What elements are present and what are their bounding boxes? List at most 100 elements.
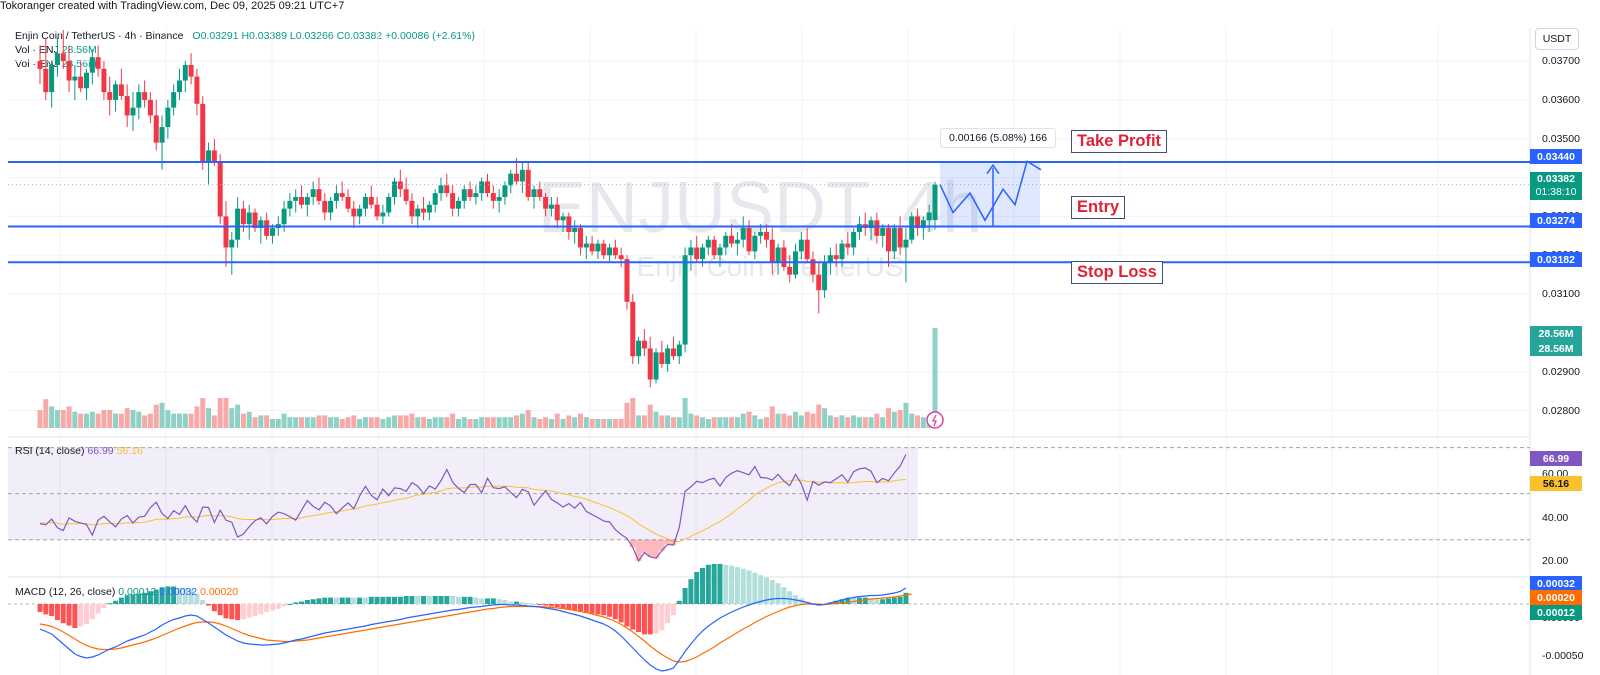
volume-bar [729,417,735,428]
candle-body [362,196,368,209]
volume-bar [554,413,560,428]
macd-histogram-bar [43,604,49,615]
candle-body [641,340,647,349]
macd-histogram-bar [252,604,258,616]
volume-bar [333,417,339,428]
stop-loss-label[interactable]: Stop Loss [1071,261,1163,284]
volume-legend-value: 28.56M [61,44,97,56]
candle-body [903,239,909,248]
volume-legend-1[interactable]: Vol · ENJ 28.56M [15,44,97,56]
volume-bar [66,406,72,428]
volume-bar [328,417,334,428]
macd-histogram-bar [159,587,165,604]
volume-bar [316,415,322,428]
macd-histogram-bar [176,588,182,604]
candle-body [624,259,630,302]
volume-bar [264,415,270,428]
volume-bar [269,419,275,428]
candle-body [293,196,299,201]
candle-body [37,61,43,69]
candle-body [670,348,676,357]
rsi-legend[interactable]: RSI (14, close) 66.99 56.16 [15,445,143,457]
candle-body [485,181,490,194]
macd-histogram-bar [333,597,339,604]
candle-body [694,247,700,260]
volume-bar [775,413,781,428]
countdown-value: 01:38:10 [1535,186,1577,198]
volume-bar [159,402,165,428]
candle-body [194,76,200,104]
take-profit-label[interactable]: Take Profit [1071,130,1168,153]
candle-body [409,200,415,217]
candle-body [630,301,636,357]
candle-body [450,193,456,209]
macd-histogram-bar [269,604,275,611]
volume-bar [525,410,531,428]
volume-bar [124,408,130,428]
candle-body [915,216,921,229]
volume-bar [386,417,392,428]
volume-bar [455,419,461,428]
candle-body [827,255,833,264]
volume-bar [589,419,595,428]
volume-bar [566,415,572,428]
candle-body [822,263,828,291]
candle-body [49,64,55,93]
symbol-legend[interactable]: Enjin Coin / TetherUS · 4h · Binance O0.… [15,30,475,42]
volume-bar [856,417,862,428]
volume-bar [496,417,502,428]
volume-bar [147,413,153,428]
volume-bar [862,417,868,428]
candle-body [415,208,421,217]
candle-body [473,193,479,197]
volume-bar [206,408,212,428]
candle-body [438,185,444,194]
entry-label[interactable]: Entry [1071,196,1126,219]
macd-histogram-bar [281,604,287,607]
macd-histogram-bar [514,601,520,604]
candle-body [328,200,334,213]
watermark-ticker: ENJUSDT, 4h [538,168,982,248]
candle-body [339,193,345,197]
volume-bar [310,417,316,428]
volume-bar [176,413,182,428]
macd-histogram-bar [54,604,60,620]
volume-tag: 28.56M [1530,326,1582,341]
volume-bar [211,415,217,428]
candle-body [159,127,165,143]
macd-histogram-bar [758,575,764,604]
candle-body [176,80,182,93]
volume-bar [676,417,682,428]
candle-body [833,255,839,260]
macd-histogram-bar [60,604,66,624]
macd-histogram-bar [438,596,444,604]
volume-bar [903,402,909,428]
candle-body [810,259,816,275]
volume-bar [322,415,328,428]
macd-histogram-bar [548,604,554,607]
candle-body [403,189,409,201]
macd-histogram-bar [275,604,281,609]
volume-bar [734,417,740,428]
candle-body [891,228,897,252]
macd-legend[interactable]: MACD (12, 26, close) 0.00012 0.00032 0.0… [15,586,238,598]
macd-histogram-bar [392,596,398,604]
volume-bar [659,415,665,428]
macd-histogram-bar [729,565,735,604]
volume-bar [833,417,839,428]
volume-bar [519,413,525,428]
volume-bar [653,411,659,428]
macd-histogram-bar [345,597,351,604]
currency-button[interactable]: USDT [1535,28,1579,50]
candle-body [583,243,589,248]
volume-bar [275,419,281,428]
candle-body [374,204,380,217]
candle-body [729,235,735,244]
macd-histogram-bar [601,604,607,616]
rsi-axis-label: 20.00 [1542,555,1569,567]
candle-body [752,235,758,252]
candle-body [595,243,601,252]
price-axis-label: 0.03500 [1542,132,1580,145]
volume-bar [368,417,374,428]
